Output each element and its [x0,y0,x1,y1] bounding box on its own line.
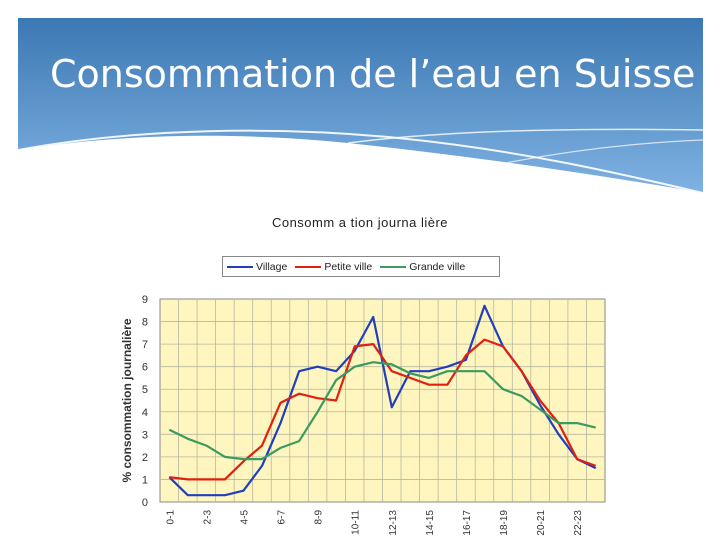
y-tick-label: 5 [142,384,148,396]
y-tick-label: 3 [142,429,148,441]
legend-swatch-petite-ville [295,265,322,268]
x-tick-label: 14-15 [425,510,436,536]
x-tick-label: 8-9 [314,510,325,525]
y-tick-label: 4 [142,407,148,419]
legend-item-petite-ville: Petite ville [295,261,372,273]
x-tick-label: 20-21 [536,510,547,536]
x-tick-label: 16-17 [462,510,473,536]
series-line-grande-ville [168,361,596,461]
y-tick-label: 2 [142,452,148,464]
legend-label-petite-ville: Petite ville [324,260,373,273]
legend-swatch-grande-ville [380,265,407,268]
y-tick-label: 1 [142,474,148,486]
legend-swatch-village [227,265,253,268]
y-tick-label: 7 [142,339,148,351]
x-tick-label: 6-7 [277,510,288,525]
legend-label-grande-ville: Grande ville [409,260,466,273]
x-tick-label: 22-23 [573,510,584,536]
x-tick-label: 4-5 [239,510,250,525]
x-tick-label: 0-1 [165,510,176,525]
y-tick-label: 6 [142,362,148,374]
x-tick-label: 18-19 [499,510,510,536]
y-tick-label: 0 [142,497,148,509]
legend-item-village: Village [227,261,287,273]
x-tick-label: 2-3 [202,510,213,525]
title-banner [18,18,703,194]
chart-legend: Village Petite ville Grande ville [222,256,500,277]
y-tick-label: 8 [142,317,148,329]
slide-title: Consommation de l’eau en Suisse [50,52,696,96]
series-line-petite-ville [169,338,597,481]
x-tick-label: 12-13 [388,510,399,536]
y-tick-label: 9 [142,294,148,306]
y-axis-label: % consommation journalière [120,318,134,482]
chart-title: Consomm a tion journa lière [271,215,449,230]
legend-item-grande-ville: Grande ville [380,261,465,273]
legend-label-village: Village [256,260,288,273]
x-tick-label: 10-11 [351,510,362,535]
